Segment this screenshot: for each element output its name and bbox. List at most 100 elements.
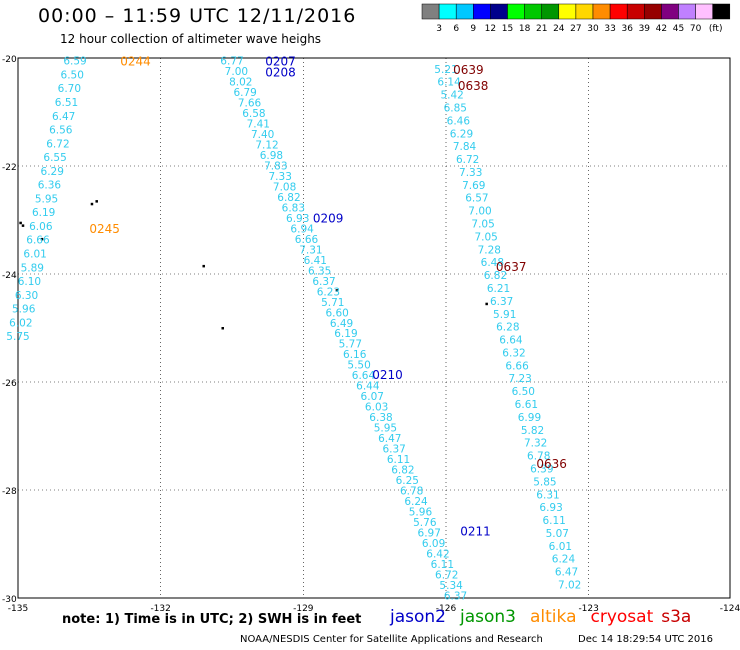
swh-value: 6.93	[539, 502, 562, 514]
swh-value: 6.06	[29, 221, 53, 233]
island-dot	[19, 221, 22, 225]
swh-value: 6.82	[277, 192, 300, 204]
sat-jason3: jason3	[460, 607, 516, 627]
swh-value: 6.01	[549, 541, 572, 553]
swh-value: 5.95	[35, 193, 58, 205]
x-tick-label: -135	[8, 604, 28, 614]
y-tick-label: -26	[2, 379, 17, 389]
swh-value: 5.50	[347, 360, 370, 372]
legend-swatch	[626, 3, 645, 20]
swh-value: 5.76	[413, 517, 437, 529]
swh-value: 6.66	[26, 235, 50, 247]
axis-tick-labels: -135 -132 -129 -126 -123 -124 -20 -22 -24 -26 -28 -…	[2, 55, 740, 614]
swh-value: 5.82	[521, 425, 544, 437]
swh-value: 6.72	[435, 569, 458, 581]
swh-value: 6.25	[396, 475, 419, 487]
swh-value: 5.77	[339, 339, 362, 351]
swh-value: 7.02	[558, 580, 581, 592]
x-tick-label: -124	[720, 604, 740, 614]
swh-value: 6.83	[282, 202, 305, 214]
y-tick-label: -30	[2, 595, 17, 605]
footer-note: note: 1) Time is in UTC; 2) SWH is in fe…	[62, 612, 362, 627]
legend-label: 70	[690, 24, 702, 34]
legend-swatch	[473, 3, 491, 20]
color-legend: 3 6 9 12 15 18 21 24 27 30 33 36 39 42 45 70 (ft)	[421, 3, 731, 34]
swh-value: 5.34	[439, 580, 463, 592]
legend-swatch	[507, 3, 525, 20]
swh-value: 6.55	[43, 152, 66, 164]
swh-value: 6.82	[391, 465, 414, 477]
swh-value: 6.07	[361, 391, 384, 403]
legend-swatch	[661, 3, 679, 20]
swh-value: 6.24	[552, 554, 576, 566]
swh-value: 5.75	[6, 331, 29, 343]
legend-label: 3	[436, 24, 442, 34]
swh-value: 7.00	[468, 206, 491, 218]
swh-value: 6.11	[387, 454, 410, 466]
swh-value: 6.85	[444, 102, 467, 114]
swh-value: 6.41	[304, 255, 327, 267]
swh-value: 6.19	[334, 328, 357, 340]
island-markers	[19, 200, 488, 330]
pass-time-label: 0207	[265, 55, 296, 69]
legend-label: 36	[621, 24, 633, 34]
pass-time-label: 0210	[372, 368, 403, 382]
swh-value: 6.19	[32, 207, 55, 219]
swh-value: 6.47	[52, 111, 75, 123]
credit-text: NOAA/NESDIS Center for Satellite Applica…	[240, 634, 543, 645]
swh-value: 6.57	[465, 193, 488, 205]
pass-time-label: 0638	[458, 79, 489, 93]
legend-swatch	[524, 3, 542, 20]
pass-time-label: 0209	[313, 211, 344, 225]
swh-value: 6.09	[422, 538, 445, 550]
x-tick-label: -132	[150, 604, 170, 614]
legend-label: 39	[639, 24, 651, 34]
swh-value: 7.05	[471, 219, 494, 231]
pass-time-label: 0636	[536, 457, 567, 471]
pass-time-label: 0208	[265, 66, 296, 80]
swh-value: 6.14	[437, 77, 461, 89]
legend-label: (ft)	[709, 24, 723, 34]
legend-swatch	[541, 3, 560, 20]
island-dot	[90, 202, 94, 206]
legend-swatch	[455, 3, 474, 20]
swh-value: 6.44	[356, 381, 380, 393]
legend-label: 12	[485, 24, 496, 34]
legend-swatch	[644, 3, 662, 20]
swh-value: 6.47	[378, 433, 401, 445]
legend-swatch	[575, 3, 594, 20]
swh-value: 7.23	[508, 373, 531, 385]
legend-label: 27	[570, 24, 581, 34]
swh-value: 6.03	[365, 402, 388, 414]
swh-value: 5.91	[493, 309, 516, 321]
swh-value: 6.49	[330, 318, 353, 330]
swh-value: 6.51	[55, 97, 78, 109]
swh-value: 6.99	[518, 412, 541, 424]
swh-value: 7.28	[478, 244, 501, 256]
swh-tracks: 6.596.506.706.516.476.566.726.556.296.36…	[6, 56, 581, 603]
legend-label: 30	[587, 24, 599, 34]
swh-value: 6.35	[308, 265, 331, 277]
pass-time-label: 0639	[453, 63, 484, 77]
swh-value: 7.31	[299, 244, 322, 256]
swh-value: 6.01	[23, 248, 46, 260]
swh-value: 6.48	[481, 257, 504, 269]
swh-value: 5.95	[374, 423, 397, 435]
legend-label: 33	[604, 24, 615, 34]
swh-value: 6.24	[404, 496, 428, 508]
swh-value: 6.79	[233, 87, 256, 99]
swh-value: 7.33	[459, 167, 482, 179]
legend-label: 18	[519, 24, 531, 34]
chart-subtitle: 12 hour collection of altimeter wave hei…	[60, 32, 322, 46]
legend-label: 9	[470, 24, 476, 34]
sat-cryosat: cryosat	[590, 607, 654, 627]
swh-value: 5.96	[409, 506, 433, 518]
y-tick-label: -20	[2, 55, 17, 65]
plot-frame	[17, 57, 731, 599]
legend-label: 45	[673, 24, 684, 34]
swh-value: 6.93	[286, 213, 309, 225]
sat-altika: altika	[530, 607, 577, 627]
swh-value: 6.23	[317, 286, 340, 298]
